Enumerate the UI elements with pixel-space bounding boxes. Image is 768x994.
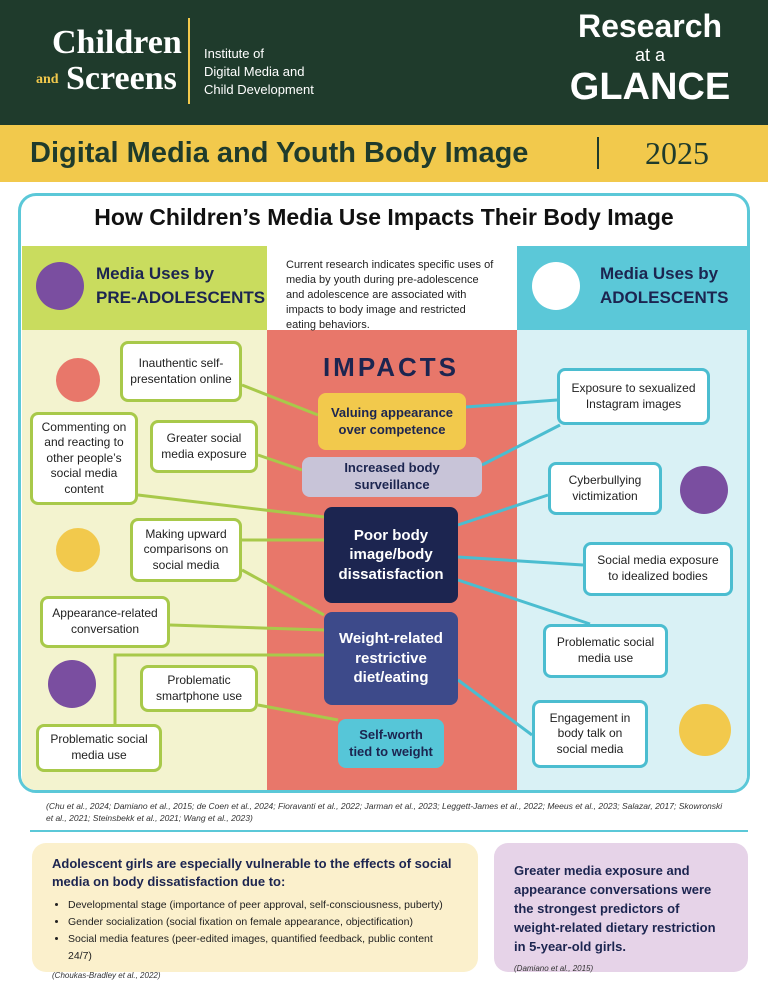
institute-line: Institute of bbox=[204, 46, 264, 61]
separator bbox=[30, 830, 748, 832]
intro: Current research indicates specific uses… bbox=[286, 259, 494, 331]
use-box: Social media exposure to idealized bodie… bbox=[583, 542, 733, 596]
note-citation: (Choukas-Bradley et al., 2022) bbox=[52, 971, 161, 980]
icon bbox=[36, 262, 84, 310]
note-list: Developmental stage (importance of peer … bbox=[52, 897, 458, 965]
use-box: Cyberbullying victimization bbox=[548, 462, 662, 515]
use-box: Making upward comparisons on social medi… bbox=[130, 518, 242, 582]
header-line: PRE-ADOLESCENTS bbox=[96, 288, 266, 307]
note-bullet: Gender socialization (social fixation on… bbox=[68, 914, 458, 931]
icon bbox=[532, 262, 580, 310]
note-box: Greater media exposure and appearance co… bbox=[494, 843, 748, 973]
use-box: Inauthentic self-presentation online bbox=[120, 341, 242, 402]
use-box: Commenting on and reacting to other peop… bbox=[30, 412, 138, 505]
glance-text: GLANCE bbox=[569, 66, 731, 108]
header: Children and Screens Institute of Digita… bbox=[0, 0, 768, 125]
glance-text: Research bbox=[577, 8, 723, 44]
title-bar: Digital Media and Youth Body Image 2025 bbox=[0, 125, 768, 182]
right-header-text: Media Uses by ADOLESCENTS bbox=[600, 262, 728, 310]
institute-line: Digital Media and bbox=[204, 64, 305, 79]
citations: (Chu et al., 2024; Damiano et al., 2015;… bbox=[46, 801, 723, 823]
left-header-text: Media Uses by PRE-ADOLESCENTS bbox=[96, 262, 265, 310]
use-box: Problematic smartphone use bbox=[140, 665, 258, 712]
note-bullet: Social media features (peer-edited image… bbox=[68, 931, 458, 965]
title: Digital Media and Youth Body Image bbox=[30, 137, 529, 169]
brand: Screens bbox=[66, 60, 177, 97]
institute-line: Child Development bbox=[204, 82, 314, 97]
header-line: Media Uses by bbox=[600, 264, 719, 283]
year: 2025 bbox=[645, 135, 709, 171]
impact: Weight-related restrictive diet/eating bbox=[324, 612, 458, 705]
divider bbox=[188, 18, 190, 104]
use-box: Problematic social media use bbox=[36, 724, 162, 772]
glance-text: at a bbox=[634, 45, 666, 65]
use-box: Greater social media exposure bbox=[150, 420, 258, 473]
impact: Self-worth tied to weight bbox=[338, 719, 444, 768]
note-citation: (Damiano et al., 2015) bbox=[514, 964, 594, 973]
header-line: Media Uses by bbox=[96, 264, 215, 283]
use-box: Appearance-related conversation bbox=[40, 596, 170, 648]
note-heading: Adolescent girls are especially vulnerab… bbox=[52, 856, 452, 889]
note-text: Greater media exposure and appearance co… bbox=[514, 863, 716, 954]
institute: Institute of Digital Media and Child Dev… bbox=[204, 45, 314, 99]
impact: Poor body image/body dissatisfaction bbox=[324, 507, 458, 603]
brand: Children bbox=[52, 24, 182, 61]
use-box: Exposure to sexualized Instagram images bbox=[557, 368, 710, 425]
use-box: Engagement in body talk on social media bbox=[532, 700, 648, 768]
main-heading: How Children’s Media Use Impacts Their B… bbox=[94, 204, 674, 230]
divider bbox=[597, 137, 599, 169]
impacts-title: IMPACTS bbox=[322, 352, 460, 382]
use-box: Problematic social media use bbox=[543, 624, 668, 678]
impact: Valuing appearance over competence bbox=[318, 393, 466, 450]
impact: Increased body surveillance bbox=[302, 457, 482, 497]
glance: Research at a GLANCE bbox=[560, 8, 740, 109]
header-line: ADOLESCENTS bbox=[600, 288, 729, 307]
note-bullet: Developmental stage (importance of peer … bbox=[68, 897, 458, 914]
brand-and: and bbox=[36, 72, 59, 87]
note-box: Adolescent girls are especially vulnerab… bbox=[32, 843, 478, 980]
